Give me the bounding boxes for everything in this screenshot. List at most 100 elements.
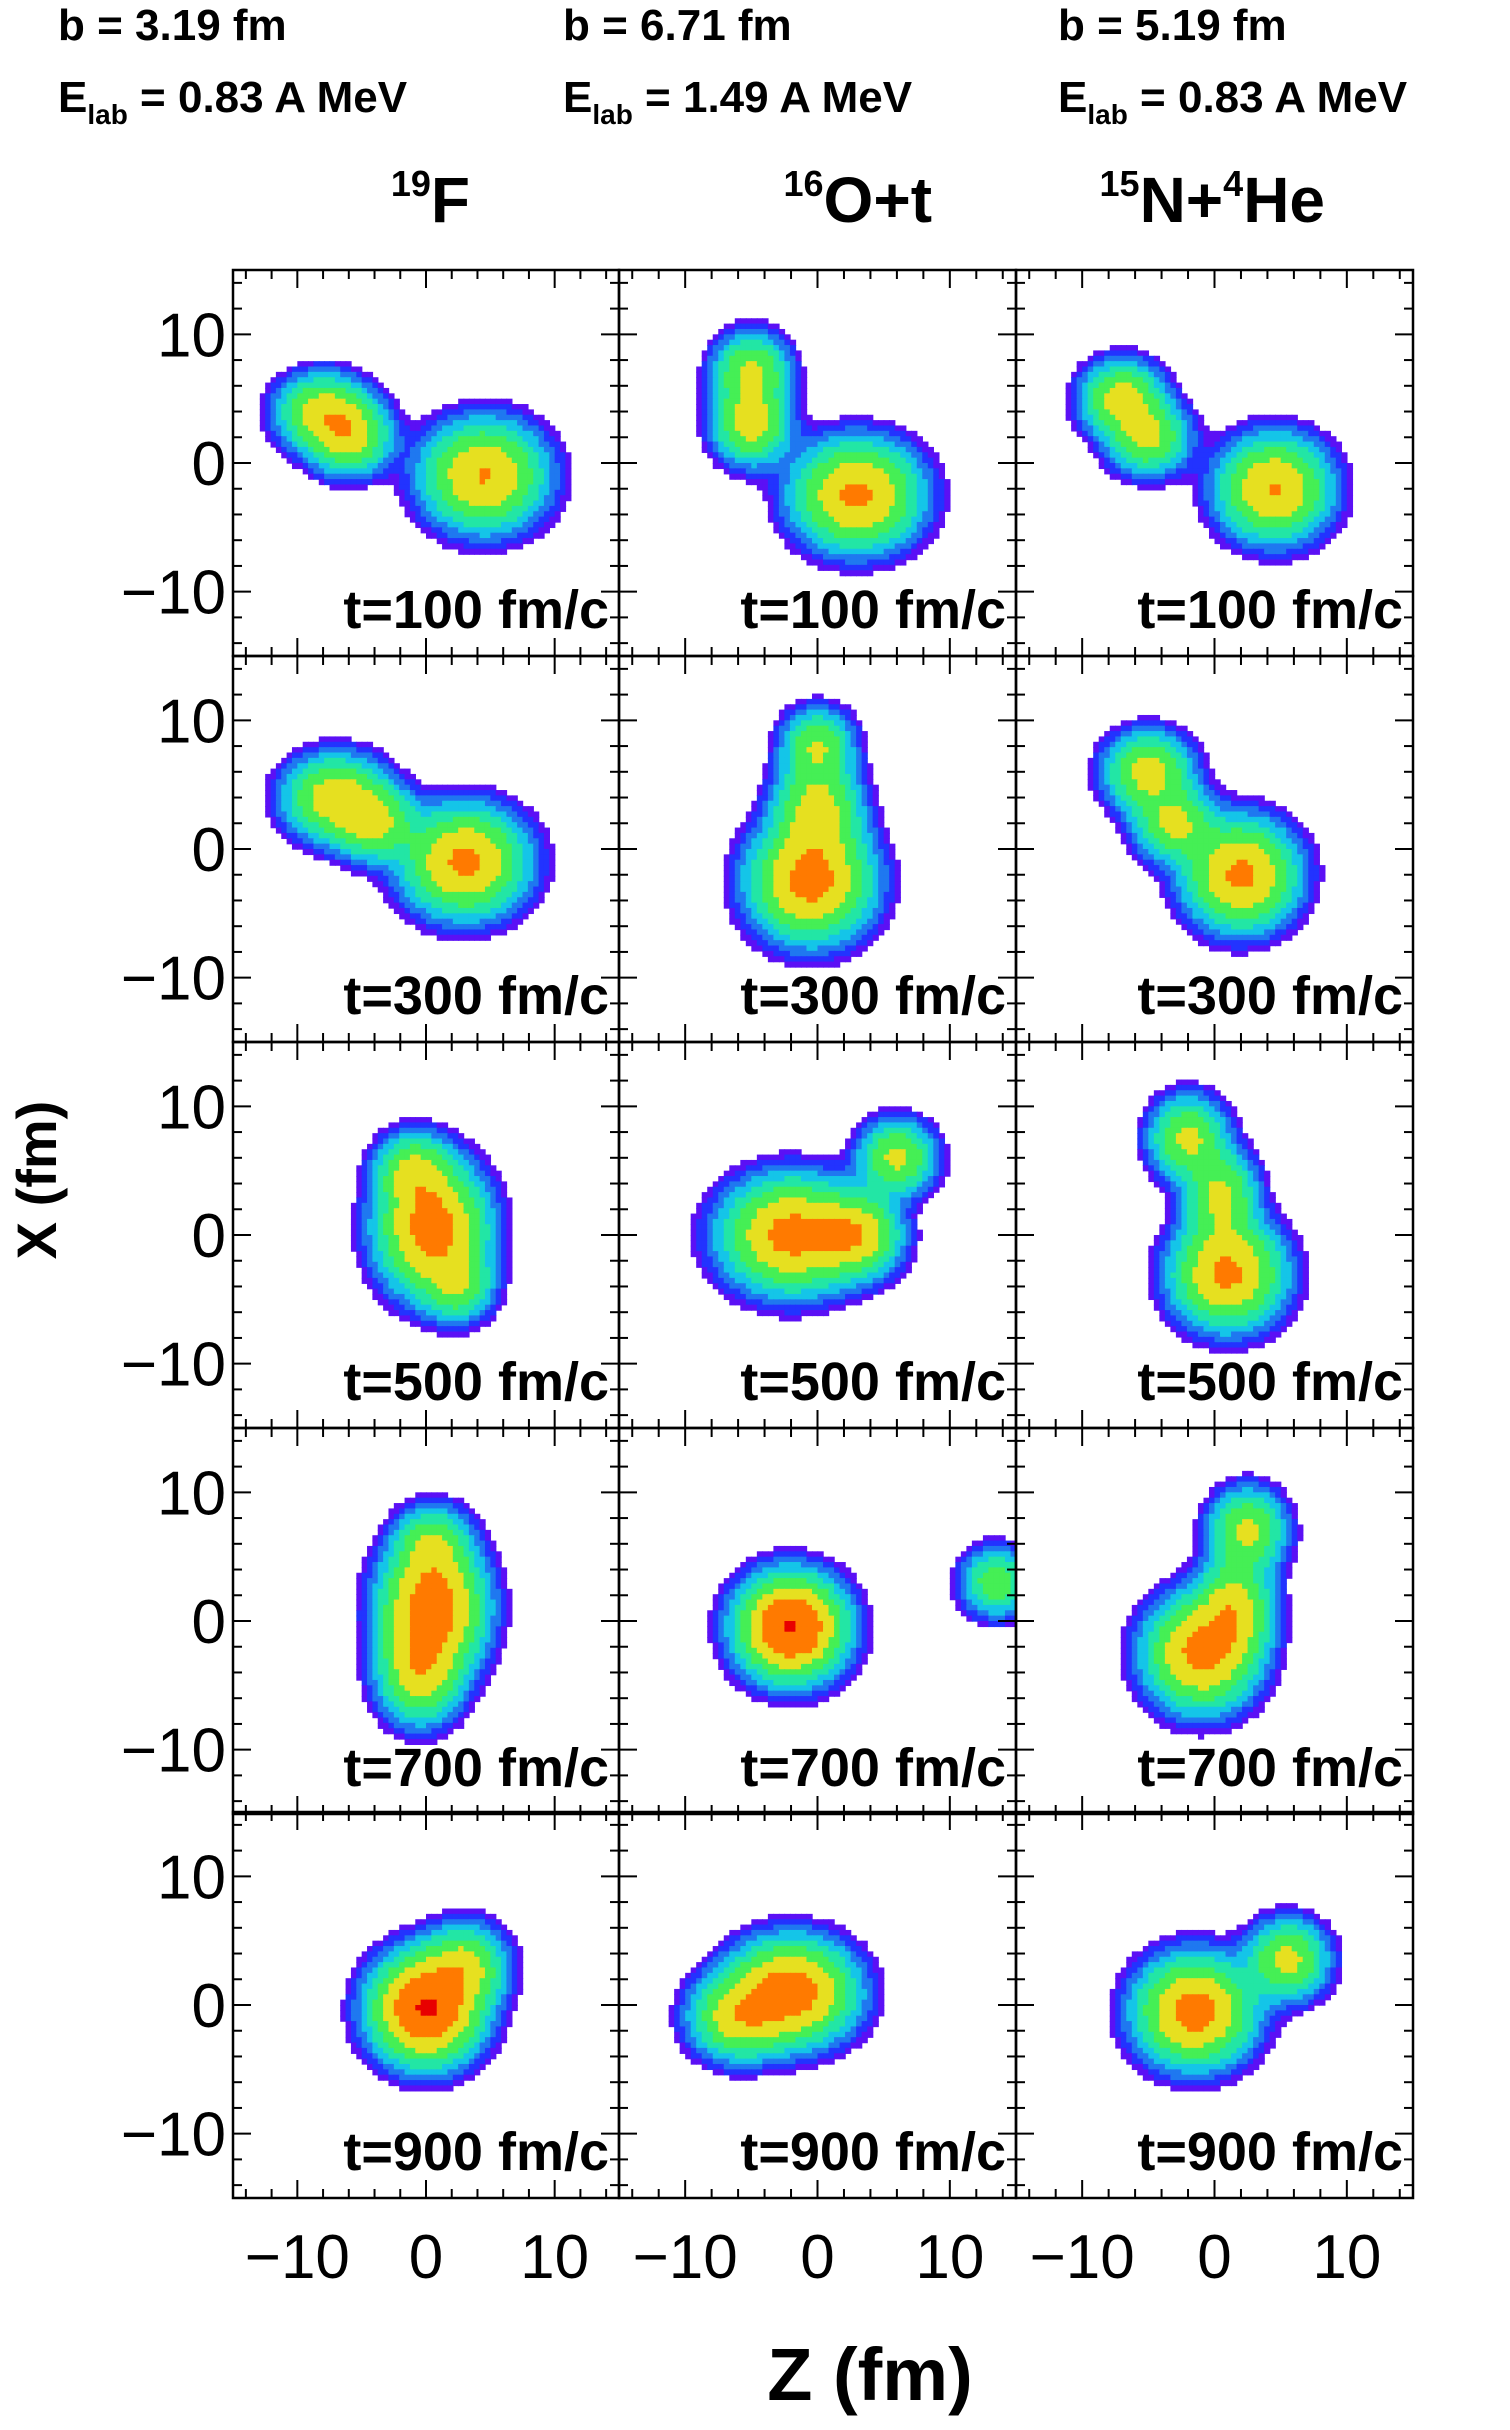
density-cell [367,1572,374,1579]
density-cell [329,436,336,443]
density-cell [447,495,454,502]
density-cell [388,1127,395,1134]
density-cell [393,881,400,888]
density-cell [302,393,309,400]
density-cell [409,1712,416,1719]
density-cell [463,1229,470,1236]
density-cell [479,1626,486,1633]
density-cell [527,822,534,829]
density-cell [442,1326,449,1333]
time-label: t=700 fm/c [343,1738,609,1798]
density-cell [404,1218,411,1225]
density-cell [463,1653,470,1660]
density-cell [297,393,304,400]
density-cell [458,1669,465,1676]
density-cell [527,441,534,448]
density-cell [442,489,449,496]
density-cell [383,1935,390,1942]
density-cell [501,516,508,523]
density-cell [324,784,331,791]
density-cell [399,436,406,443]
density-cell [468,859,475,866]
density-cell [484,784,492,791]
density-cell [436,1149,443,1156]
density-cell [554,457,561,464]
density-cell [479,1642,486,1649]
density-cell [560,500,567,507]
density-cell [484,806,492,813]
density-cell [393,1562,400,1569]
density-cell [367,430,374,437]
density-cell [501,1642,508,1649]
density-cell [484,929,492,936]
density-cell [452,1578,459,1585]
density-cell [436,790,443,797]
density-cell [447,1503,454,1510]
density-cell [367,1197,374,1204]
density-cell [409,1658,416,1665]
density-cell [324,436,331,443]
density-cell [533,473,540,480]
density-cell [431,1267,438,1274]
density-cell [415,1567,422,1574]
density-cell [490,1229,497,1236]
density-cell [415,500,422,507]
density-cell [388,1717,395,1724]
density-cell [495,1224,502,1231]
density-cell [431,891,438,898]
density-cell [479,1176,486,1183]
density-cell [463,1588,470,1595]
density-cell [393,473,400,480]
density-cell [533,489,540,496]
density-cell [356,1235,363,1242]
density-cell [463,1685,470,1692]
density-cell [372,1170,379,1177]
density-cell [356,479,363,486]
density-cell [452,1685,459,1692]
density-cell [436,1229,443,1236]
density-cell [442,881,449,888]
density-cell [501,886,508,893]
density-cell [302,430,309,437]
density-cell [409,1567,416,1574]
beam-energy-label: Elab = 1.49 A MeV [563,73,913,130]
density-cell [415,1138,422,1145]
density-cell [409,1192,416,1199]
density-cell [334,414,341,421]
density-cell [388,1304,395,1311]
density-cell [463,875,470,882]
density-cell [511,891,518,898]
density-cell [393,1170,400,1177]
density-cell [452,1299,459,1306]
density-cell [356,1197,363,1204]
density-cell [447,1261,454,1268]
density-cell [334,795,341,802]
density-cell [431,457,438,464]
density-cell [511,816,518,823]
density-cell [340,752,347,759]
density-cell [291,371,299,378]
density-cell [420,1621,427,1628]
density-cell [372,425,379,432]
reaction-system-label: 15N+4He [1100,163,1325,236]
density-cell [361,1267,368,1274]
density-cell [308,457,315,464]
density-cell [463,1272,470,1279]
density-cell [549,468,556,475]
density-cell [404,1594,411,1601]
density-cell [442,1299,449,1306]
density-cell [318,800,325,807]
density-cell [565,457,572,464]
density-cell [367,398,374,405]
density-cell [458,902,465,909]
density-cell [377,875,384,882]
density-cell [409,800,416,807]
density-cell [426,1224,433,1231]
density-cell [356,790,363,797]
density-cell [511,827,518,834]
density-cell [511,811,518,818]
density-cell [458,1615,465,1622]
density-cell [367,1567,374,1574]
density-cell [479,516,486,523]
density-cell [377,1717,384,1724]
